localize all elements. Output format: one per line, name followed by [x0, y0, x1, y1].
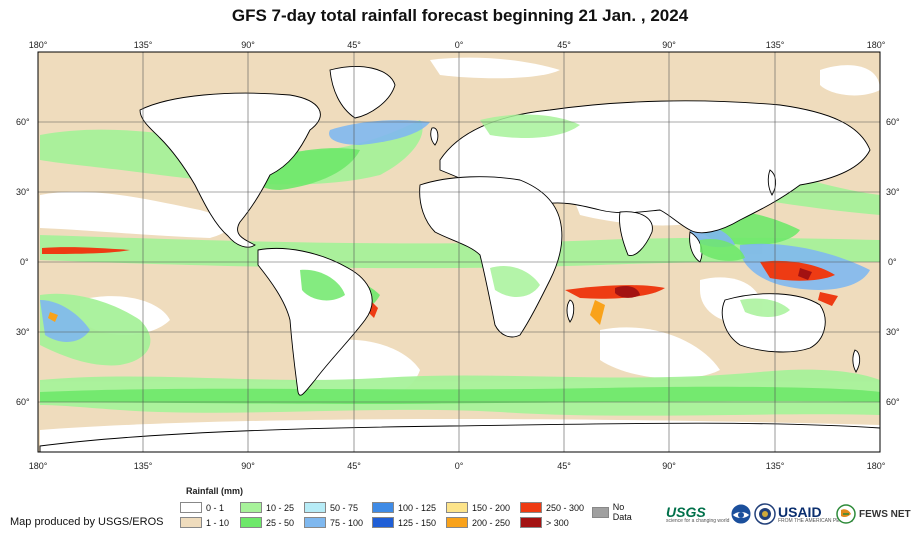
credit-text: Map produced by USGS/EROS [10, 516, 164, 528]
lon-label: 135° [133, 40, 153, 50]
legend-swatch [304, 502, 326, 513]
legend-swatch [372, 517, 394, 528]
legend-item: No Data [592, 502, 637, 522]
legend-label: 25 - 50 [266, 517, 295, 528]
legend-swatch [592, 506, 609, 518]
usgs-logo: USGS science for a changing world [666, 500, 729, 528]
lon-label: 45° [557, 461, 571, 471]
legend-item: 150 - 200 [446, 502, 510, 513]
lon-label: 135° [765, 40, 785, 50]
agency-logos: USGS science for a changing world USAID … [666, 500, 916, 528]
lon-label: 45° [347, 461, 361, 471]
usaid-wordmark: USAID [778, 503, 822, 520]
legend-label: 125 - 150 [398, 517, 437, 528]
legend-swatch [446, 517, 468, 528]
legend-label: No Data [612, 502, 632, 522]
legend-swatch [180, 502, 202, 513]
legend-label: 50 - 75 [330, 502, 359, 513]
usgs-tagline: science for a changing world [666, 517, 730, 524]
legend-swatch [446, 502, 468, 513]
legend-swatch [180, 517, 202, 528]
legend-swatch [240, 517, 262, 528]
lon-label: 90° [241, 461, 255, 471]
lon-label: 135° [765, 461, 785, 471]
lat-label: 60° [886, 397, 900, 407]
legend-swatch [304, 517, 326, 528]
fews-globe-icon [836, 504, 856, 524]
legend-label: > 300 [546, 517, 569, 528]
lon-label: 45° [557, 40, 571, 50]
lon-label: 90° [662, 40, 676, 50]
legend-label: 100 - 125 [398, 502, 437, 513]
legend-label: 0 - 1 [206, 502, 225, 513]
legend-item: 1 - 10 [180, 517, 229, 528]
legend-item: 50 - 75 [304, 502, 358, 513]
usaid-logo: USAID FROM THE AMERICAN PEOPLE [778, 500, 853, 528]
lat-label: 60° [16, 397, 30, 407]
lon-label: 90° [241, 40, 255, 50]
lat-label: 30° [886, 187, 900, 197]
legend-label: 1 - 10 [206, 517, 230, 528]
lon-label: 135° [133, 461, 153, 471]
lon-label: 180° [28, 461, 48, 471]
lat-label: 30° [16, 327, 30, 337]
land-rain [300, 114, 790, 317]
legend-item: 250 - 300 [520, 502, 584, 513]
legend-item: 100 - 125 [372, 502, 436, 513]
lon-label: 0° [454, 461, 464, 471]
fews-wordmark: FEWS NET [859, 508, 911, 520]
lon-label: 180° [866, 461, 886, 471]
legend-label: 10 - 25 [266, 502, 295, 513]
map-title: GFS 7-day total rainfall forecast beginn… [231, 6, 689, 25]
lat-label: 0° [888, 257, 897, 267]
legend-item: 25 - 50 [240, 517, 294, 528]
legend-label: 250 - 300 [546, 502, 585, 513]
legend-item: > 300 [520, 517, 569, 528]
lon-label: 0° [454, 40, 464, 50]
legend-label: 150 - 200 [472, 502, 511, 513]
lat-label: 60° [886, 117, 900, 127]
noaa-logo-icon [730, 500, 752, 528]
lon-label: 45° [347, 40, 361, 50]
dos-seal-icon [754, 500, 776, 528]
legend-swatch [240, 502, 262, 513]
legend-label: 200 - 250 [472, 517, 511, 528]
usgs-wordmark: USGS [666, 503, 706, 520]
lon-label: 180° [28, 40, 48, 50]
lat-label: 30° [16, 187, 30, 197]
legend-swatch [372, 502, 394, 513]
lat-label: 0° [20, 257, 29, 267]
lat-label: 60° [16, 117, 30, 127]
lat-label: 30° [886, 327, 900, 337]
fews-logo: FEWS NET [836, 500, 911, 528]
legend-title: Rainfall (mm) [186, 486, 244, 496]
usaid-tagline: FROM THE AMERICAN PEOPLE [778, 517, 853, 524]
map-frame [37, 51, 881, 453]
graticule [38, 52, 880, 452]
legend-item: 10 - 25 [240, 502, 294, 513]
legend-swatch [520, 502, 542, 513]
legend-item: 200 - 250 [446, 517, 510, 528]
legend: 0 - 1 1 - 10 10 - 25 25 - 50 50 - 75 75 … [180, 500, 632, 532]
legend-item: 125 - 150 [372, 517, 436, 528]
legend-swatch [520, 517, 542, 528]
legend-item: 75 - 100 [304, 517, 363, 528]
lon-label: 90° [662, 461, 676, 471]
lon-label: 180° [866, 40, 886, 50]
legend-item: 0 - 1 [180, 502, 224, 513]
legend-label: 75 - 100 [330, 517, 364, 528]
